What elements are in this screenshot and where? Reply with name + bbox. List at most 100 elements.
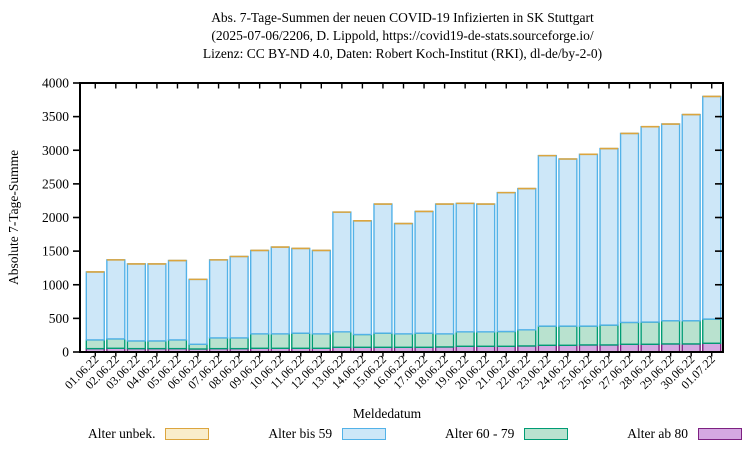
bar-segment (270, 333, 290, 349)
bar-segment (106, 338, 126, 350)
bar-segment (167, 259, 188, 341)
bar-segment (702, 342, 722, 353)
bar-segment (558, 325, 578, 346)
legend-swatch-alter-unbek (165, 428, 210, 440)
axis-frame (79, 82, 724, 353)
x-axis-title: Meldedatum (352, 406, 422, 421)
bar-segment (702, 95, 722, 320)
bar-segment (640, 321, 660, 345)
bar-segment (599, 147, 619, 326)
legend-swatch-alter-60-79 (524, 428, 569, 440)
bar-segment (660, 123, 681, 322)
bar-segment (373, 332, 393, 348)
bar-segment (537, 154, 558, 327)
bar-segment (373, 203, 393, 334)
bar-segment (578, 325, 599, 346)
bar-segment (311, 333, 331, 349)
bar-segment (599, 344, 619, 353)
legend-item-alter-bis-59: Alter bis 59 (268, 426, 387, 442)
bar-segment (188, 278, 208, 345)
bar-segment (85, 271, 105, 341)
bar-segment (147, 263, 167, 342)
bar-segment (640, 126, 660, 323)
bar-segment (414, 332, 434, 348)
legend-swatch-alter-bis-59 (342, 428, 387, 440)
bar-segment (311, 249, 331, 335)
bar-segment (619, 132, 640, 324)
bar-segment (126, 263, 147, 342)
chart-title: Abs. 7-Tage-Summen der neuen COVID-19 In… (55, 9, 750, 63)
y-tick-label: 3000 (42, 143, 69, 158)
bar-segment (476, 331, 496, 347)
bar-segment (660, 343, 681, 353)
bar-segment (249, 249, 270, 335)
bar-segment (208, 259, 229, 339)
y-tick-label: 2000 (42, 210, 69, 225)
bar-segment (578, 153, 599, 327)
legend-item-alter-unbek: Alter unbek. (88, 426, 210, 442)
bar-segment (414, 210, 434, 334)
chart-title-line1: Abs. 7-Tage-Summen der neuen COVID-19 In… (211, 10, 594, 25)
bar-segment (702, 318, 722, 344)
bar-segment (332, 331, 352, 348)
bar-segment (619, 343, 640, 353)
bar-segment (496, 330, 516, 347)
y-tick-label: 1000 (42, 277, 69, 292)
legend-label-alter-bis-59: Alter bis 59 (268, 426, 333, 441)
y-tick-label: 3500 (42, 109, 69, 124)
bar-segment (229, 255, 249, 339)
bar-segment (270, 246, 290, 335)
legend-label-alter-unbek: Alter unbek. (88, 426, 156, 441)
bar-segment (434, 203, 455, 335)
bar-segment (188, 343, 208, 350)
bar-segment (291, 332, 311, 350)
chart-legend: Alter unbek. Alter bis 59 Alter 60 - 79 … (88, 426, 742, 442)
bar-segment (455, 331, 475, 347)
bar-segment (681, 113, 701, 322)
y-tick-label: 0 (62, 345, 69, 360)
bar-segment (537, 325, 558, 346)
chart-title-line3: Lizenz: CC BY-ND 4.0, Daten: Robert Koch… (202, 46, 603, 61)
bar-segment (660, 320, 681, 345)
bar-segment (332, 211, 352, 333)
bar-segment (455, 202, 475, 333)
bar-segment (352, 220, 373, 336)
bar-segment (167, 339, 188, 350)
chart-title-line2: (2025-07-06/2206, D. Lippold, https://co… (211, 28, 594, 43)
bar-segment (517, 329, 537, 347)
bar-segment (558, 158, 578, 327)
bar-segment (291, 247, 311, 334)
bar-segment (126, 340, 147, 350)
y-tick-label: 4000 (42, 76, 69, 91)
bar-segment (558, 344, 578, 353)
bar-segment (496, 191, 516, 333)
bar-segment (208, 337, 229, 350)
bar-segment (619, 321, 640, 345)
bar-segment (229, 337, 249, 350)
bar-segment (476, 203, 496, 333)
y-tick-label: 500 (49, 311, 70, 326)
legend-label-alter-ab-80: Alter ab 80 (627, 426, 688, 441)
bar-segment (578, 344, 599, 353)
legend-swatch-alter-ab-80 (698, 428, 742, 440)
bar-segment (147, 340, 167, 350)
bar-segment (106, 259, 126, 340)
bar-segment (393, 333, 414, 348)
legend-label-alter-60-79: Alter 60 - 79 (445, 426, 515, 441)
y-axis-title: Absolute 7-Tage-Summe (6, 149, 21, 286)
legend-item-alter-60-79: Alter 60 - 79 (445, 426, 569, 442)
bar-segment (640, 343, 660, 353)
bar-segment (599, 324, 619, 346)
bar-segment (681, 320, 701, 345)
bar-segment (517, 187, 537, 331)
bar-segment (249, 333, 270, 349)
bar-segment (681, 343, 701, 353)
legend-item-alter-ab-80: Alter ab 80 (627, 426, 742, 442)
bar-segment (85, 339, 105, 350)
y-tick-label: 2500 (42, 176, 69, 191)
bar-segment (352, 333, 373, 348)
bar-segment (434, 333, 455, 348)
bar-segment (537, 344, 558, 353)
